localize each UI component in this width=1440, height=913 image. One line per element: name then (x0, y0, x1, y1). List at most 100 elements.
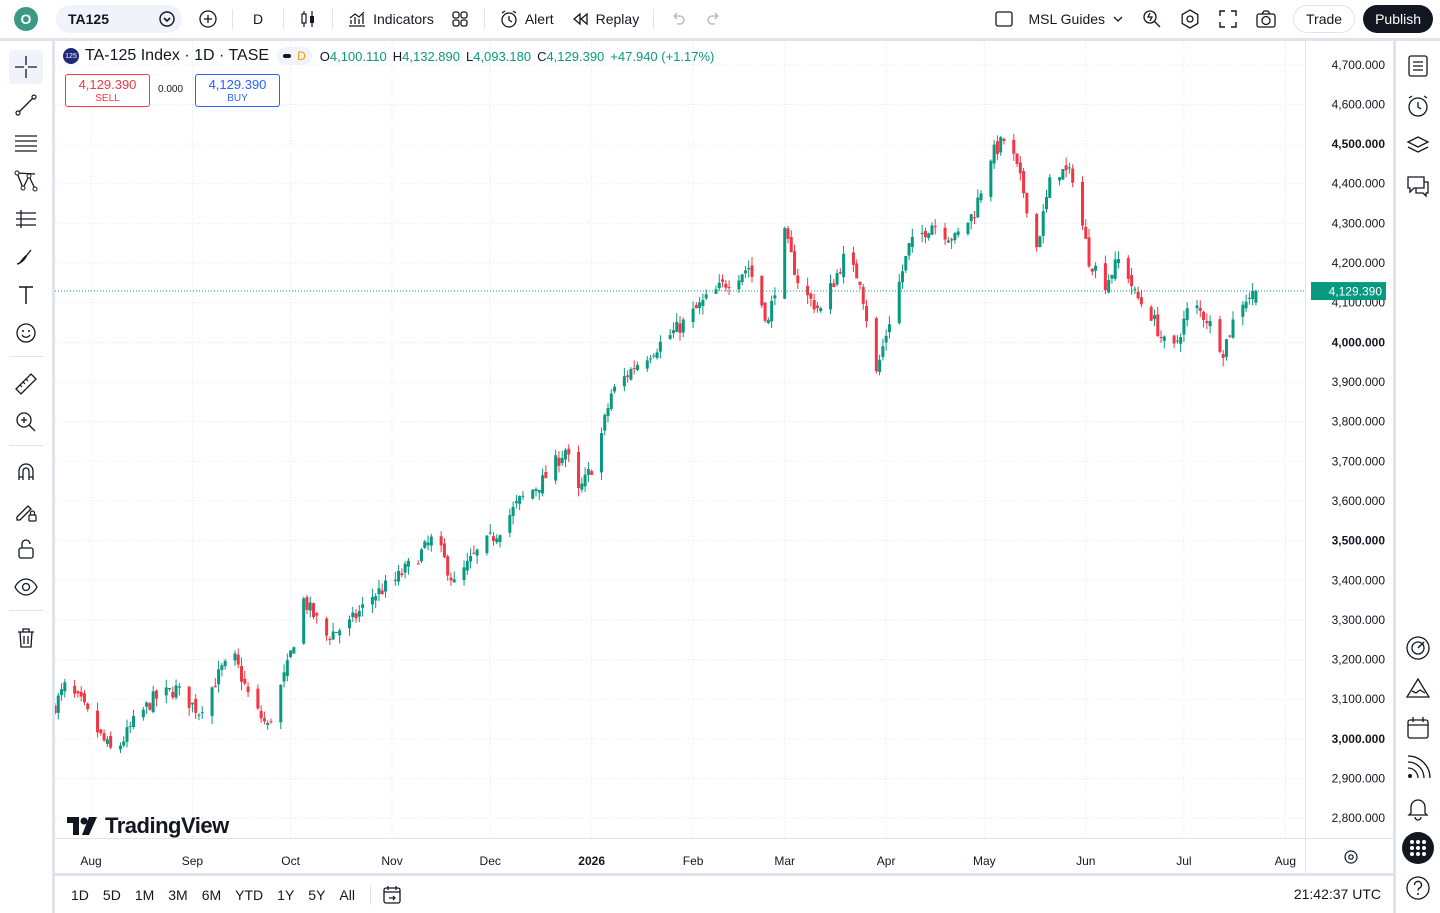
range-3m[interactable]: 3M (168, 886, 188, 903)
fib-tool[interactable] (9, 126, 43, 160)
symbol-options-icon[interactable] (158, 10, 176, 28)
axis-settings-icon[interactable] (1344, 850, 1358, 864)
candle (992, 140, 996, 169)
products-button[interactable] (1401, 831, 1435, 865)
price-chart[interactable]: 4,700.000 4,600.000 4,500.000 4,400.000 4,30… (55, 41, 1393, 873)
brush-tool[interactable] (9, 240, 43, 274)
ideas-button[interactable] (1401, 671, 1435, 705)
candle (174, 679, 178, 700)
range-5y[interactable]: 5Y (308, 886, 326, 903)
ruler-icon (15, 373, 37, 395)
candle (969, 213, 973, 230)
range-5d[interactable]: 5D (102, 886, 121, 903)
replay-label: Replay (595, 11, 640, 27)
lock-drawings-tool[interactable] (9, 532, 43, 566)
stay-in-drawing-tool[interactable] (9, 494, 43, 528)
prediction-tool[interactable] (9, 202, 43, 236)
range-1m[interactable]: 1M (134, 886, 155, 903)
candle (770, 295, 774, 329)
indicators-button[interactable]: Indicators (339, 0, 442, 38)
candle (495, 534, 499, 545)
range-1d[interactable]: 1D (71, 886, 89, 903)
pattern-tool[interactable] (9, 164, 43, 198)
replay-button[interactable]: Replay (562, 0, 648, 38)
candle (933, 219, 937, 235)
candle (331, 622, 335, 641)
chats-button[interactable] (1401, 169, 1435, 203)
user-avatar[interactable]: O (14, 7, 38, 31)
toolbar-divider (483, 9, 485, 29)
text-tool[interactable] (9, 278, 43, 312)
tradingview-watermark[interactable]: TradingView (67, 813, 229, 839)
chart-type-button[interactable] (290, 0, 326, 38)
toolbar-divider (283, 9, 285, 29)
undo-button[interactable] (660, 0, 696, 38)
symbol-search[interactable]: TA125 (56, 5, 182, 33)
magnet-tool[interactable] (9, 456, 43, 490)
help-button[interactable] (1401, 871, 1435, 905)
candle (881, 338, 885, 361)
technicals-button[interactable] (1401, 631, 1435, 665)
snapshot-button[interactable] (1247, 0, 1285, 38)
candle (1247, 292, 1251, 305)
buy-price: 4,129.390 (208, 77, 267, 92)
crosshair-tool[interactable] (9, 50, 43, 84)
candle (750, 256, 754, 283)
utc-clock[interactable]: 21:42:37 UTC (1293, 886, 1381, 902)
candle (1251, 283, 1255, 306)
candle (1172, 334, 1176, 348)
trend-line-tool[interactable] (9, 88, 43, 122)
candle (842, 245, 846, 284)
go-to-date-button[interactable] (381, 884, 403, 906)
notifications-button[interactable] (1401, 791, 1435, 825)
candle (416, 560, 420, 565)
calendar-button[interactable] (1401, 711, 1435, 745)
candle (953, 231, 957, 244)
range-1y[interactable]: 1Y (277, 886, 295, 903)
templates-button[interactable] (442, 0, 478, 38)
hide-drawings-tool[interactable] (9, 570, 43, 604)
buy-button[interactable]: 4,129.390 BUY (195, 74, 280, 107)
candle (950, 237, 954, 249)
alert-button[interactable]: Alert (491, 0, 562, 38)
candle (1182, 310, 1186, 342)
candle (118, 742, 122, 754)
price-tick-label: 4,400.000 (1332, 177, 1386, 191)
zoom-tool[interactable] (9, 405, 43, 439)
emoji-tool[interactable] (9, 316, 43, 350)
remove-drawings-tool[interactable] (9, 621, 43, 655)
candle (897, 273, 901, 325)
watchlist-button[interactable] (1401, 49, 1435, 83)
alerts-button[interactable] (1401, 89, 1435, 123)
text-icon (19, 286, 33, 304)
candle (96, 702, 100, 738)
range-all[interactable]: All (339, 886, 355, 903)
candle (649, 354, 653, 364)
settings-button[interactable] (1171, 0, 1209, 38)
quick-search-button[interactable] (1133, 0, 1171, 38)
range-ytd[interactable]: YTD (235, 886, 264, 903)
fullscreen-button[interactable] (1209, 0, 1247, 38)
candle (429, 533, 433, 552)
candle (419, 547, 423, 564)
redo-button[interactable] (696, 0, 732, 38)
candle (141, 706, 145, 721)
range-6m[interactable]: 6M (201, 886, 222, 903)
chart-pane[interactable]: 4,700.000 4,600.000 4,500.000 4,400.000 4,30… (55, 41, 1393, 873)
candle (865, 299, 869, 328)
compare-symbol-button[interactable] (190, 0, 226, 38)
interval-button[interactable]: D (253, 11, 264, 27)
publish-button[interactable]: Publish (1363, 5, 1433, 33)
news-button[interactable] (1401, 751, 1435, 785)
symbol-title[interactable]: TA-125 Index · 1D · TASE (85, 47, 270, 64)
candle (910, 228, 914, 253)
right-sidebar (1396, 41, 1440, 913)
brush-icon (16, 249, 32, 265)
market-status-pill[interactable]: D (277, 47, 312, 65)
candle (1195, 299, 1199, 315)
measure-tool[interactable] (9, 367, 43, 401)
layout-button[interactable]: MSL Guides (985, 0, 1134, 38)
trade-button[interactable]: Trade (1293, 5, 1356, 33)
object-tree-button[interactable] (1401, 129, 1435, 163)
sell-button[interactable]: 4,129.390 SELL (65, 74, 150, 107)
